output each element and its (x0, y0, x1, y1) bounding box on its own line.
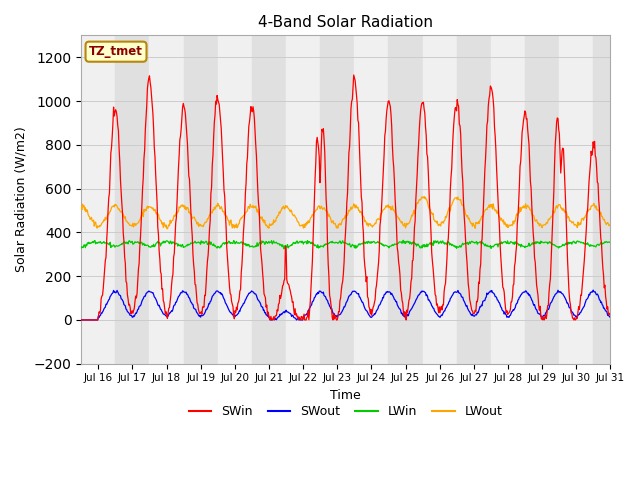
LWin (140, 241, 147, 247)
LWin (607, 240, 614, 246)
LWin (280, 246, 288, 252)
SWin (77, 317, 85, 323)
Text: TZ_tmet: TZ_tmet (89, 45, 143, 58)
X-axis label: Time: Time (330, 389, 361, 402)
Bar (115, 36, 150, 364)
Legend: SWin, SWout, LWin, LWout: SWin, SWout, LWin, LWout (184, 400, 508, 423)
Bar (422, 36, 457, 364)
SWout (263, 312, 271, 318)
LWout (164, 226, 172, 232)
SWin (431, 285, 438, 290)
SWout (430, 306, 438, 312)
Bar (355, 36, 388, 364)
SWin (263, 302, 271, 308)
SWin (401, 309, 408, 314)
SWout (283, 309, 291, 315)
Title: 4-Band Solar Radiation: 4-Band Solar Radiation (259, 15, 433, 30)
LWout (607, 222, 614, 228)
LWout (431, 219, 439, 225)
SWout (607, 313, 614, 319)
Bar (491, 36, 525, 364)
Bar (81, 36, 115, 364)
LWout (401, 220, 408, 226)
Bar (559, 36, 593, 364)
SWout (400, 314, 408, 320)
SWin (350, 72, 358, 78)
SWin (607, 312, 614, 317)
LWin (402, 240, 410, 246)
LWin (77, 245, 85, 251)
Line: LWin: LWin (81, 240, 611, 249)
LWin (399, 238, 407, 243)
LWin (431, 238, 439, 244)
LWin (263, 240, 271, 245)
Bar (320, 36, 355, 364)
LWout (77, 204, 85, 209)
SWin (140, 175, 147, 181)
SWout (77, 317, 85, 323)
Bar (525, 36, 559, 364)
Bar (252, 36, 286, 364)
LWin (284, 241, 291, 247)
Line: SWin: SWin (81, 75, 611, 320)
LWout (420, 193, 428, 199)
LWout (140, 214, 147, 219)
Bar (388, 36, 422, 364)
SWin (283, 277, 291, 283)
Y-axis label: Solar Radiation (W/m2): Solar Radiation (W/m2) (15, 127, 28, 273)
LWin (237, 240, 244, 245)
SWout (237, 306, 244, 312)
Line: LWout: LWout (81, 196, 611, 229)
SWout (589, 287, 597, 293)
Bar (184, 36, 218, 364)
LWout (264, 225, 271, 230)
SWin (237, 287, 244, 292)
Line: SWout: SWout (81, 290, 611, 320)
Bar (218, 36, 252, 364)
LWout (284, 204, 291, 210)
Bar (457, 36, 491, 364)
Bar (593, 36, 611, 364)
SWout (140, 296, 147, 301)
Bar (286, 36, 320, 364)
LWout (237, 215, 245, 221)
Bar (150, 36, 184, 364)
